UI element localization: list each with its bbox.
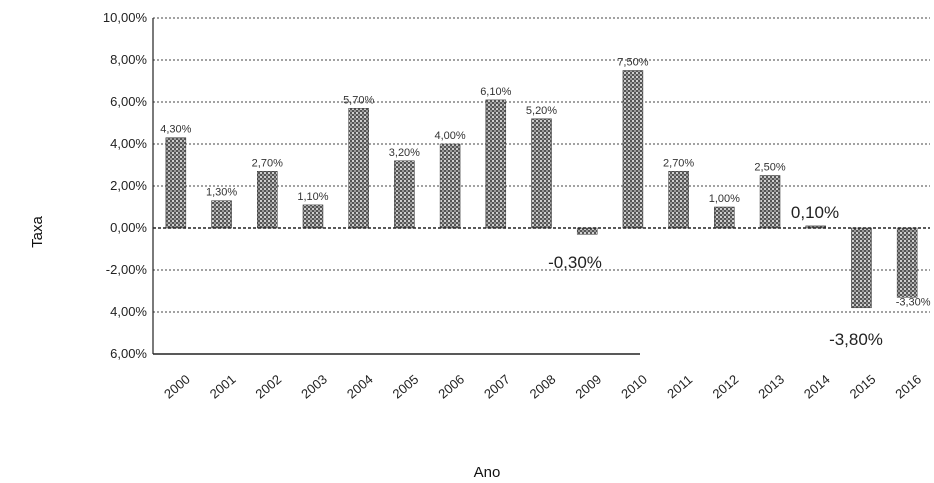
- bar: [851, 227, 872, 309]
- x-tick-label: 2010: [618, 372, 650, 402]
- x-tick-label: 2012: [710, 372, 742, 402]
- data-label: 2,70%: [663, 157, 694, 169]
- x-tick-label: 2016: [892, 372, 924, 402]
- x-tick-label: 2013: [755, 372, 787, 402]
- x-tick-label: 2000: [161, 372, 193, 402]
- bar: [668, 171, 689, 229]
- bar: [257, 171, 278, 229]
- x-axis-title: Ano: [474, 464, 501, 481]
- x-tick-labels: 2000 2001 2002 2003 2004 2005 2006 2007 2008 2009…: [161, 372, 924, 402]
- data-label: 0,10%: [791, 203, 839, 222]
- data-label: 5,20%: [526, 105, 557, 117]
- y-tick-label: 0,00%: [110, 220, 147, 235]
- x-tick-label: 2001: [207, 372, 239, 402]
- x-tick-label: 2014: [801, 372, 833, 402]
- x-tick-label: 2003: [298, 372, 330, 402]
- bar: [165, 137, 187, 229]
- x-tick-label: 2008: [527, 372, 559, 402]
- data-labels: 4,30% 1,30% 2,70% 1,10% 5,70% 3,20% 4,00% 6,10%…: [160, 57, 931, 350]
- y-tick-label: 6,00%: [110, 346, 147, 361]
- data-label: -0,30%: [548, 253, 602, 272]
- data-label: 1,10%: [297, 191, 328, 203]
- data-label: 2,70%: [252, 157, 283, 169]
- bars: [165, 70, 918, 309]
- bar: [394, 160, 415, 229]
- y-tick-label: -2,00%: [106, 262, 148, 277]
- y-tick-label: 6,00%: [110, 94, 147, 109]
- data-label: 7,50%: [617, 57, 648, 69]
- bar: [531, 118, 552, 229]
- bar: [439, 143, 461, 229]
- bar: [348, 108, 369, 229]
- x-tick-label: 2007: [481, 372, 513, 402]
- bar: [622, 70, 644, 229]
- y-tick-label: 8,00%: [110, 52, 147, 67]
- data-label: 1,30%: [206, 187, 237, 199]
- bar: [896, 227, 918, 298]
- y-tick-label: 10,00%: [103, 10, 148, 25]
- y-axis-title: Taxa: [29, 216, 46, 248]
- data-label: 3,20%: [389, 147, 420, 159]
- y-tick-label: 2,00%: [110, 178, 147, 193]
- data-label: 4,00%: [434, 130, 465, 142]
- data-label: 5,70%: [343, 94, 374, 106]
- data-label: 1,00%: [709, 193, 740, 205]
- data-label: 6,10%: [480, 86, 511, 98]
- bar: [576, 227, 598, 235]
- x-tick-label: 2006: [435, 372, 467, 402]
- data-label: 2,50%: [754, 162, 785, 174]
- y-tick-labels: 10,00% 8,00% 6,00% 4,00% 2,00% 0,00% -2,00% 4,0…: [103, 10, 148, 361]
- bar: [302, 204, 324, 229]
- y-tick-label: 4,00%: [110, 136, 147, 151]
- data-label: 4,30%: [160, 124, 191, 136]
- data-label: -3,80%: [829, 330, 883, 349]
- x-tick-label: 2005: [390, 372, 422, 402]
- bar: [211, 200, 232, 229]
- bar: [714, 206, 735, 229]
- y-tick-label: 4,00%: [110, 304, 147, 319]
- bar: [759, 175, 781, 229]
- x-tick-label: 2015: [847, 372, 879, 402]
- x-tick-label: 2004: [344, 372, 376, 402]
- bar: [485, 99, 507, 229]
- data-label: -3,30%: [896, 296, 931, 308]
- x-tick-label: 2002: [252, 372, 284, 402]
- x-tick-label: 2009: [572, 372, 604, 402]
- x-tick-label: 2011: [664, 372, 695, 401]
